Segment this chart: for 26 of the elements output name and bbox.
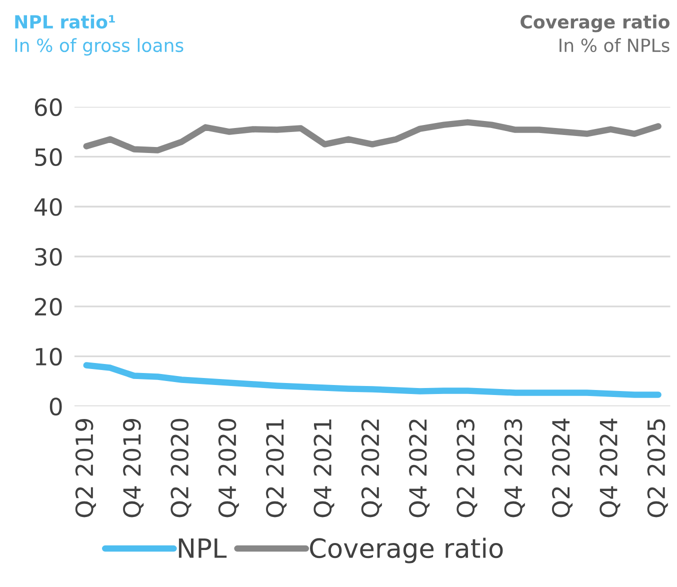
chart-subtitle: In % of gross loans <box>15 38 184 56</box>
x-tick-label: Q2 2024 <box>552 418 573 518</box>
legend-label: NPL <box>178 538 227 558</box>
x-tick-label: Q2 2021 <box>266 420 287 518</box>
x-tick-label: Q2 2025 <box>647 419 668 518</box>
y-tick-label: 50 <box>35 148 62 166</box>
x-tick-label: Q4 2021 <box>314 420 334 518</box>
x-tick-label: Q2 2023 <box>456 419 478 518</box>
legend-label: Coverage ratio <box>310 538 503 564</box>
chart-title: NPL ratio¹ <box>15 14 115 29</box>
x-tick-label: Q4 2022 <box>409 420 430 518</box>
y-tick-label: 40 <box>34 198 62 216</box>
y-tick-label: 0 <box>50 398 62 416</box>
y-tick-label: 20 <box>35 298 62 316</box>
x-tick-label: Q4 2023 <box>504 419 525 518</box>
y-tick-label: 30 <box>35 248 62 266</box>
x-tick-label: Q4 2020 <box>218 418 239 518</box>
x-tick-label: Q2 2020 <box>170 418 192 518</box>
x-tick-label: Q2 2022 <box>361 420 382 518</box>
y-tick-label: 10 <box>36 348 62 366</box>
text: Coverage ratio <box>520 14 670 32</box>
text: In % of NPLs <box>560 38 670 52</box>
x-tick-label: Q4 2024 <box>600 418 620 518</box>
x-tick-label: Q4 2019 <box>123 418 144 518</box>
x-tick-label: Q2 2019 <box>75 418 96 518</box>
y-tick-label: 60 <box>34 98 62 116</box>
